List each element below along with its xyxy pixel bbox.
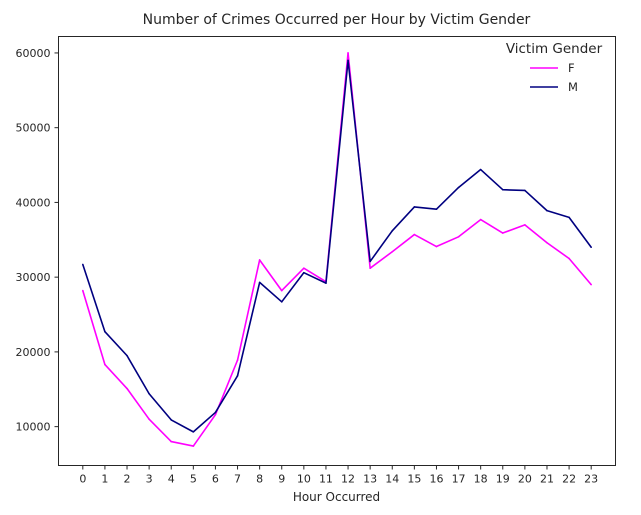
data-point-F-12 [347,52,349,54]
y-tick-label-30000: 30000 [16,271,51,284]
data-point-M-22 [568,216,570,219]
x-tick-label-23: 23 [584,473,598,486]
data-point-F-17 [457,236,460,238]
x-tick-label-19: 19 [496,473,510,486]
data-point-F-22 [568,257,570,260]
data-point-F-21 [546,241,548,244]
x-tick-label-17: 17 [452,473,466,486]
data-point-F-23 [590,283,592,286]
plot-frame [58,36,616,466]
data-point-M-7 [236,375,239,377]
x-tick-label-20: 20 [518,473,532,486]
data-point-F-14 [391,250,394,253]
data-point-M-17 [457,186,460,189]
data-point-M-1 [104,330,106,333]
series-line-F [82,52,592,447]
data-point-F-19 [501,232,504,234]
data-point-M-6 [214,411,217,414]
x-tick-label-15: 15 [407,473,421,486]
x-tick-label-18: 18 [474,473,488,486]
data-point-F-20 [524,224,526,226]
data-point-M-9 [280,301,283,303]
data-point-F-18 [479,218,482,221]
x-tick-label-21: 21 [540,473,554,486]
data-point-M-8 [258,281,261,284]
data-point-M-23 [590,246,592,249]
x-axis-label: Hour Occurred [293,490,380,504]
data-point-F-15 [413,233,416,236]
data-point-F-16 [435,245,438,248]
y-tick-label-10000: 10000 [16,421,51,434]
data-point-M-16 [435,208,438,210]
x-tick-label-1: 1 [101,473,108,486]
data-point-M-3 [148,392,150,395]
x-tick-label-10: 10 [297,473,311,486]
data-point-M-18 [479,168,482,171]
x-tick-label-22: 22 [562,473,576,486]
data-point-M-4 [170,419,173,421]
data-point-F-7 [236,359,239,361]
data-point-M-11 [325,282,327,284]
data-point-M-12 [347,59,349,62]
x-tick-label-6: 6 [212,473,219,486]
data-point-F-5 [192,445,195,447]
data-point-M-13 [369,260,371,263]
x-tick-label-8: 8 [256,473,263,486]
data-point-M-19 [501,188,504,191]
data-point-F-10 [303,267,305,269]
series-line-M [82,59,592,433]
data-point-M-20 [524,189,526,192]
x-tick-label-0: 0 [79,473,86,486]
data-point-M-2 [126,354,128,357]
y-tick-label-60000: 60000 [16,47,51,60]
data-point-M-10 [303,271,305,274]
data-point-F-8 [258,259,261,261]
data-point-F-9 [280,289,283,292]
plot-area [82,52,592,447]
y-tick-label-40000: 40000 [16,196,51,209]
data-point-M-0 [82,263,84,266]
data-point-F-2 [126,387,128,390]
x-tick-label-9: 9 [278,473,285,486]
x-tick-label-11: 11 [319,473,333,486]
legend-label-F: F [568,61,575,75]
x-tick-label-14: 14 [385,473,399,486]
x-axis: 0 1 2 3 4 5 6 7 8 9 10 11 12 13 14 15 16 17 18 19 20 21 22 23 [79,465,598,486]
chart-title: Number of Crimes Occurred per Hour by Vi… [143,12,531,28]
data-point-F-6 [214,413,217,416]
y-axis: 10000 20000 30000 40000 50000 60000 [16,47,59,434]
legend-label-M: M [568,80,578,94]
data-point-F-13 [369,267,371,269]
data-point-F-3 [148,418,150,420]
data-point-M-5 [192,431,195,433]
legend-title: Victim Gender [506,41,603,57]
x-tick-label-12: 12 [341,473,355,486]
data-point-F-1 [104,363,106,366]
y-tick-label-20000: 20000 [16,346,51,359]
x-tick-label-13: 13 [363,473,377,486]
data-point-F-4 [170,440,173,443]
data-point-M-21 [546,209,548,212]
x-tick-label-2: 2 [124,473,131,486]
x-tick-label-3: 3 [146,473,153,486]
x-tick-label-4: 4 [168,473,175,486]
x-tick-label-5: 5 [190,473,197,486]
x-tick-label-16: 16 [429,473,443,486]
data-point-M-14 [391,230,394,232]
legend-items: FM [530,61,578,94]
legend: Victim Gender FM [506,41,603,94]
x-tick-label-7: 7 [234,473,241,486]
y-tick-label-50000: 50000 [16,122,51,135]
data-point-F-0 [82,289,84,292]
data-point-M-15 [413,206,416,208]
